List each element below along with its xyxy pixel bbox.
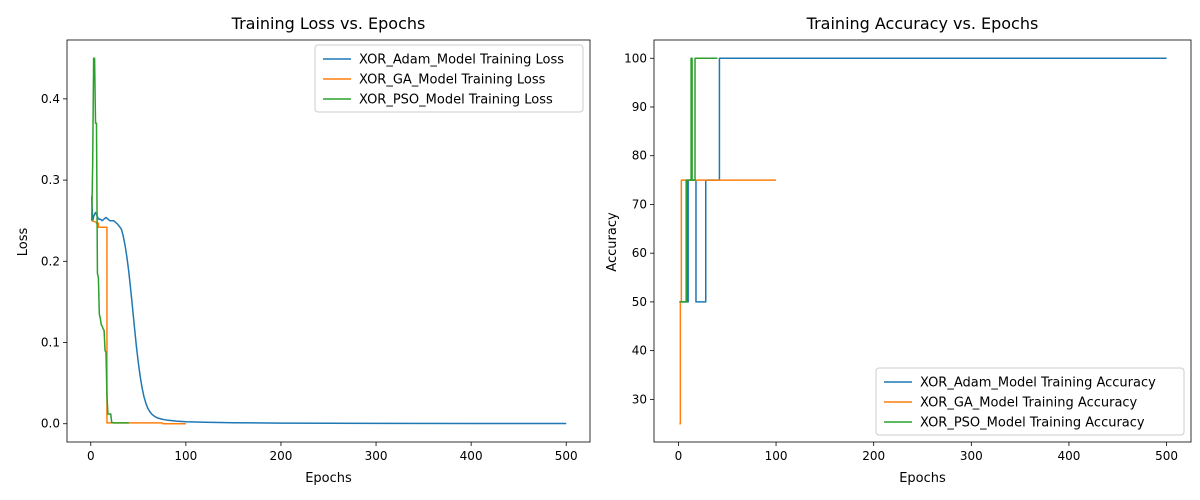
- accuracy-x-tick-label: 100: [765, 449, 788, 463]
- accuracy-axes-frame: [653, 39, 1192, 443]
- loss-x-tick-label: 400: [460, 449, 483, 463]
- loss-x-axis-label: Epochs: [305, 471, 352, 486]
- loss-legend-label: XOR_PSO_Model Training Loss: [359, 93, 553, 108]
- accuracy-y-axis-label: Accuracy: [605, 212, 620, 272]
- accuracy-chart: Training Accuracy vs. Epochs 0 100 200 300 4…: [605, 14, 1192, 486]
- accuracy-plot-area: 0 100 200 300 400 500 30 40 50 60 70 80 90 100 XOR_Ada…: [624, 39, 1192, 463]
- accuracy-legend-label: XOR_PSO_Model Training Accuracy: [920, 416, 1145, 431]
- accuracy-x-tick-label: 300: [960, 449, 983, 463]
- loss-chart: Training Loss vs. Epochs 0 100 200 300 400 50…: [16, 14, 591, 486]
- loss-chart-title: Training Loss vs. Epochs: [231, 14, 426, 33]
- accuracy-x-tick-label: 200: [862, 449, 885, 463]
- loss-y-tick-label: 0.3: [41, 173, 60, 187]
- accuracy-y-tick-label: 100: [624, 51, 647, 65]
- loss-y-tick-label: 0.0: [41, 417, 60, 431]
- accuracy-series-line-3: [679, 57, 718, 303]
- loss-legend: XOR_Adam_Model Training Loss XOR_GA_Model…: [314, 44, 584, 113]
- accuracy-x-tick-label: 500: [1155, 449, 1178, 463]
- accuracy-x-tick-label: 0: [675, 449, 683, 463]
- loss-legend-label: XOR_Adam_Model Training Loss: [359, 53, 564, 68]
- accuracy-y-tick-label: 90: [632, 100, 647, 114]
- loss-axes-frame: [66, 39, 591, 443]
- accuracy-legend-box: [875, 367, 1185, 436]
- loss-x-tick-label: 200: [270, 449, 293, 463]
- loss-x-tick-label: 500: [555, 449, 578, 463]
- accuracy-legend-label: XOR_Adam_Model Training Accuracy: [920, 376, 1156, 391]
- accuracy-legend: XOR_Adam_Model Training Accuracy XOR_GA_M…: [875, 367, 1185, 436]
- loss-y-tick-label: 0.2: [41, 254, 60, 268]
- accuracy-chart-title: Training Accuracy vs. Epochs: [806, 14, 1039, 33]
- accuracy-y-tick-label: 70: [632, 197, 647, 211]
- loss-x-tick-label: 300: [365, 449, 388, 463]
- loss-series-line-1: [90, 196, 567, 425]
- accuracy-y-tick-label: 40: [632, 344, 647, 358]
- accuracy-y-tick-label: 50: [632, 295, 647, 309]
- accuracy-legend-label: XOR_GA_Model Training Accuracy: [920, 396, 1138, 411]
- loss-legend-box: [314, 44, 584, 113]
- loss-y-tick-label: 0.1: [41, 336, 60, 350]
- accuracy-x-axis-label: Epochs: [899, 471, 946, 486]
- loss-series-line-3: [90, 57, 129, 424]
- loss-y-tick-label: 0.4: [41, 92, 60, 106]
- loss-x-tick-label: 0: [87, 449, 95, 463]
- accuracy-y-tick-label: 30: [632, 392, 647, 406]
- accuracy-x-tick-label: 400: [1058, 449, 1081, 463]
- accuracy-y-tick-label: 80: [632, 149, 647, 163]
- loss-legend-label: XOR_GA_Model Training Loss: [359, 73, 546, 88]
- loss-plot-area: 0 100 200 300 400 500 0.0 0.1 0.2 0.3 0.4 XOR_Adam_…: [41, 39, 591, 463]
- accuracy-y-tick-label: 60: [632, 246, 647, 260]
- loss-x-tick-label: 100: [174, 449, 197, 463]
- loss-y-axis-label: Loss: [16, 228, 31, 257]
